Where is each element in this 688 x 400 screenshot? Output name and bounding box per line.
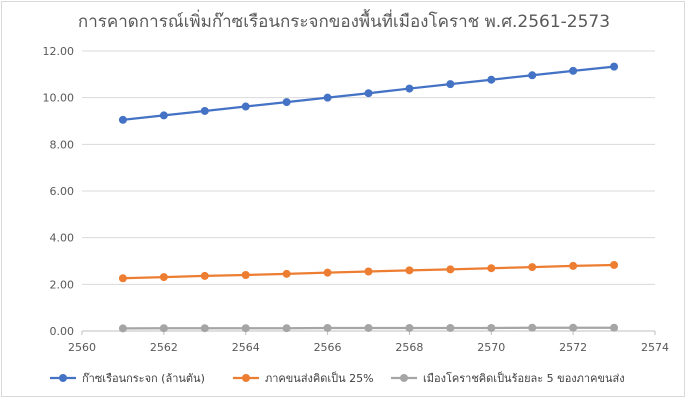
data-point-series-3: [159, 324, 168, 333]
y-tick-label: 12.00: [43, 45, 75, 58]
data-point-series-2: [610, 260, 619, 269]
data-point-series-3: [446, 323, 455, 332]
data-point-series-2: [118, 274, 127, 283]
data-point-series-2: [528, 263, 537, 272]
data-point-series-1: [569, 66, 578, 75]
data-point-series-3: [610, 323, 619, 332]
y-tick-label: 6.00: [50, 185, 75, 198]
legend-marker-1: [59, 374, 67, 382]
data-point-series-1: [528, 71, 537, 80]
data-point-series-1: [282, 98, 291, 107]
data-point-series-3: [569, 323, 578, 332]
y-tick-label: 10.00: [43, 92, 75, 105]
data-point-series-1: [610, 62, 619, 71]
data-point-series-3: [200, 324, 209, 333]
data-point-series-2: [323, 268, 332, 277]
x-tick-label: 2570: [477, 341, 505, 354]
data-point-series-3: [364, 323, 373, 332]
legend-label-1: ก๊าซเรือนกระจก (ล้านตัน): [82, 372, 205, 385]
data-point-series-2: [446, 265, 455, 274]
legend-label-3: เมืองโคราชคิดเป็นร้อยละ 5 ของภาคขนส่ง: [423, 371, 625, 385]
x-tick-label: 2568: [395, 341, 423, 354]
data-point-series-2: [405, 266, 414, 275]
y-tick-label: 4.00: [50, 232, 75, 245]
data-point-series-3: [118, 324, 127, 333]
chart-title: การคาดการณ์เพิ่มก๊าซเรือนกระจกของพื้นที่…: [77, 12, 611, 32]
data-point-series-2: [241, 271, 250, 279]
data-point-series-1: [200, 106, 209, 115]
x-tick-label: 2564: [232, 341, 260, 354]
x-tick-label: 2560: [68, 341, 96, 354]
y-tick-label: 8.00: [50, 138, 75, 151]
axes: 0.00 2.00 4.00 6.00 8.00 10.00 12.00 2560 2562 25…: [43, 45, 670, 354]
data-point-series-2: [200, 271, 209, 280]
data-point-series-1: [118, 115, 127, 124]
legend: ก๊าซเรือนกระจก (ล้านตัน) ภาคขนส่งคิดเป็น …: [50, 371, 625, 385]
data-point-series-2: [159, 273, 168, 282]
data-point-series-2: [364, 267, 373, 276]
data-point-series-3: [528, 323, 537, 332]
y-tick-label: 2.00: [50, 278, 75, 291]
data-point-series-1: [405, 84, 414, 93]
y-tick-label: 0.00: [50, 325, 75, 338]
legend-label-2: ภาคขนส่งคิดเป็น 25%: [265, 371, 374, 385]
data-point-series-3: [405, 323, 414, 332]
data-point-series-3: [241, 324, 250, 333]
x-tick-label: 2572: [559, 341, 587, 354]
data-point-series-1: [159, 111, 168, 120]
data-point-series-2: [487, 264, 496, 273]
series-layer: [118, 62, 619, 333]
data-point-series-1: [364, 89, 373, 98]
data-point-series-1: [446, 80, 455, 89]
data-point-series-1: [323, 93, 332, 102]
data-point-series-1: [241, 102, 250, 111]
gridlines: [82, 50, 655, 332]
data-point-series-3: [282, 324, 291, 333]
x-tick-label: 2562: [150, 341, 178, 354]
data-point-series-1: [487, 75, 496, 84]
legend-marker-3: [400, 374, 408, 382]
data-point-series-3: [323, 323, 332, 332]
data-point-series-3: [487, 323, 496, 332]
data-point-series-2: [569, 261, 578, 270]
data-point-series-2: [282, 269, 291, 278]
legend-marker-2: [242, 374, 250, 382]
x-tick-label: 2574: [641, 341, 669, 354]
x-tick-label: 2566: [314, 341, 342, 354]
